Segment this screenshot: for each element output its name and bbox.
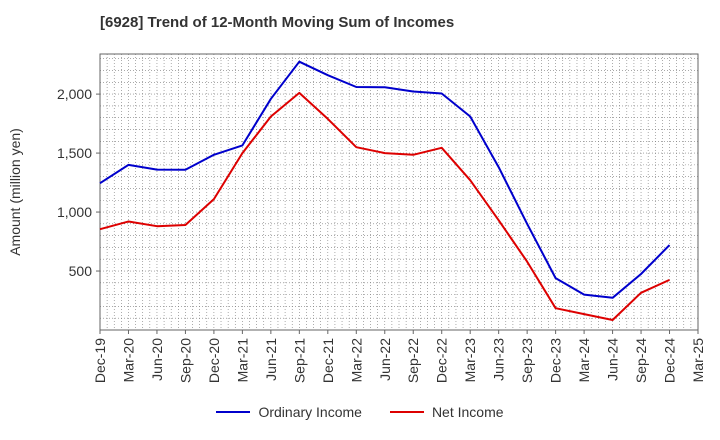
chart-title: [6928] Trend of 12-Month Moving Sum of I…	[100, 14, 455, 31]
y-tick-label: 2,000	[57, 86, 92, 102]
series-line-net-income	[99, 91, 670, 321]
series-group	[99, 60, 671, 321]
y-tick-label: 1,000	[57, 204, 92, 220]
y-tick-label: 1,500	[57, 145, 92, 161]
x-axis-ticks: Dec-19 Mar-20 Jun-20 Sep-20 Dec-20 Mar-21 Jun-…	[92, 330, 706, 383]
x-tick-label: Mar-24	[576, 338, 592, 383]
x-tick-label: Dec-23	[548, 338, 564, 383]
x-tick-label: Sep-24	[633, 338, 649, 383]
x-tick-label: Sep-21	[291, 338, 307, 383]
legend-swatch	[216, 411, 251, 413]
legend-label: Net Income	[431, 404, 504, 420]
x-tick-label: Mar-25	[690, 338, 706, 383]
x-tick-label: Jun-22	[377, 338, 393, 381]
grid	[100, 54, 698, 330]
series-line-ordinary-income	[99, 60, 671, 299]
x-tick-label: Jun-21	[263, 338, 279, 381]
legend-item-net-income: Net Income	[389, 404, 504, 420]
y-axis-ticks: 500 1,000 1,500 2,000	[57, 86, 100, 279]
legend-swatch	[389, 411, 424, 413]
x-tick-label: Mar-22	[348, 338, 364, 383]
y-axis-label: Amount (million yen)	[7, 128, 23, 256]
legend-label: Ordinary Income	[258, 404, 362, 420]
x-tick-label: Jun-20	[149, 338, 165, 381]
x-tick-label: Sep-20	[177, 338, 193, 383]
x-tick-label: Mar-23	[462, 338, 478, 383]
x-tick-label: Sep-22	[405, 338, 421, 383]
x-tick-label: Dec-20	[206, 338, 222, 383]
x-tick-label: Dec-22	[434, 338, 450, 383]
y-tick-label: 500	[69, 263, 93, 279]
x-tick-label: Mar-21	[234, 338, 250, 383]
x-tick-label: Sep-23	[519, 338, 535, 383]
plot-frame	[99, 53, 699, 331]
x-tick-label: Dec-19	[92, 338, 108, 383]
x-tick-label: Dec-21	[320, 338, 336, 383]
x-tick-label: Dec-24	[662, 338, 678, 383]
x-tick-label: Jun-24	[605, 338, 621, 381]
x-tick-label: Mar-20	[120, 338, 136, 383]
x-tick-label: Jun-23	[491, 338, 507, 381]
legend-item-ordinary-income: Ordinary Income	[216, 404, 362, 420]
legend: Ordinary Income Net Income	[0, 404, 720, 420]
